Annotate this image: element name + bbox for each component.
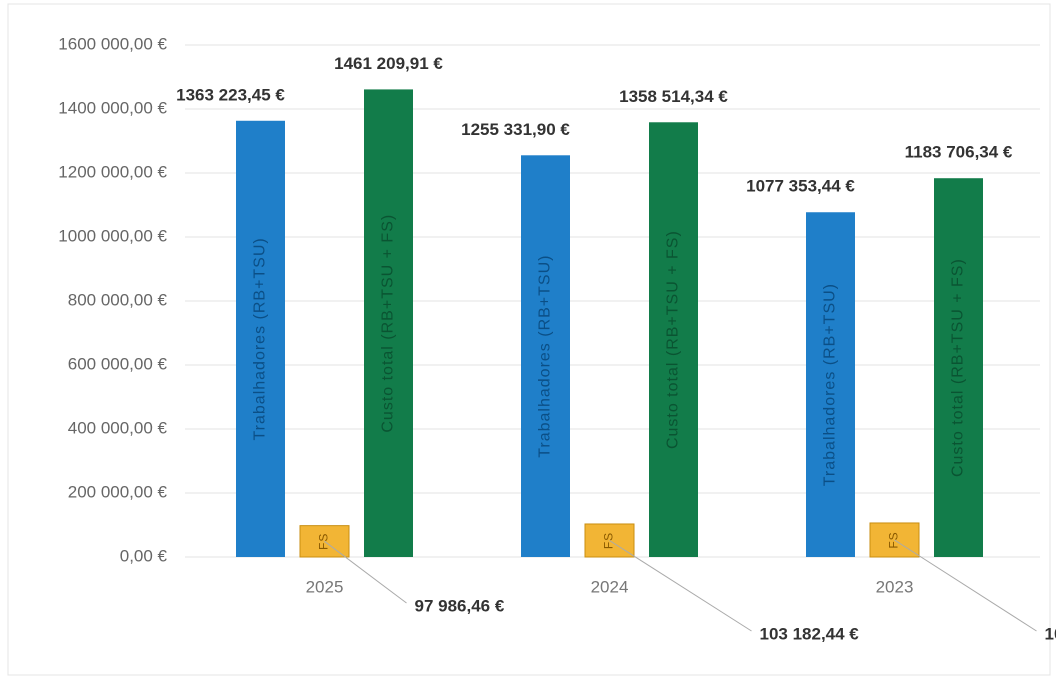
bar xyxy=(521,155,570,557)
x-tick-label: 2025 xyxy=(306,577,344,596)
leader-line xyxy=(894,539,1037,632)
bar-series-label: Trabalhadores (RB+TSU) xyxy=(537,255,554,458)
value-label: 97 986,46 € xyxy=(415,596,505,615)
value-label: 1363 223,45 € xyxy=(176,85,285,104)
bar-series-label: FS xyxy=(887,531,901,548)
y-tick-label: 1400 000,00 € xyxy=(58,98,167,117)
bar xyxy=(236,120,285,557)
value-label: 1358 514,34 € xyxy=(619,87,728,106)
value-label: 1461 209,91 € xyxy=(334,54,443,73)
bar xyxy=(806,212,855,558)
leader-line xyxy=(324,540,407,604)
leader-line xyxy=(609,540,752,632)
bar-series-label: Custo total (RB+TSU + FS) xyxy=(665,230,682,449)
y-tick-label: 800 000,00 € xyxy=(68,290,168,309)
value-label: 1255 331,90 € xyxy=(461,120,570,139)
bar-series-label: Trabalhadores (RB+TSU) xyxy=(822,283,839,486)
bar-series-label: FS xyxy=(602,532,616,549)
bar xyxy=(649,122,698,557)
bar-series-label: Custo total (RB+TSU + FS) xyxy=(380,214,397,433)
x-tick-label: 2024 xyxy=(591,577,629,596)
value-label: 103 182,44 € xyxy=(760,624,860,643)
y-tick-label: 1600 000,00 € xyxy=(58,34,167,53)
value-label: 106 352,90 € xyxy=(1045,624,1056,643)
value-label: 1183 706,34 € xyxy=(905,143,1013,162)
bar-series-label: Custo total (RB+TSU + FS) xyxy=(950,258,967,477)
y-tick-label: 400 000,00 € xyxy=(68,418,168,437)
bar-series-label: FS xyxy=(317,533,331,550)
x-tick-label: 2023 xyxy=(876,577,914,596)
bar xyxy=(934,178,983,557)
bar xyxy=(364,89,413,557)
y-tick-label: 0,00 € xyxy=(120,546,168,565)
value-label: 1077 353,44 € xyxy=(746,177,855,196)
y-tick-label: 200 000,00 € xyxy=(68,482,168,501)
y-tick-label: 600 000,00 € xyxy=(68,354,168,373)
y-tick-label: 1200 000,00 € xyxy=(58,162,167,181)
bar-series-label: Trabalhadores (RB+TSU) xyxy=(252,237,269,440)
y-tick-label: 1000 000,00 € xyxy=(58,226,167,245)
